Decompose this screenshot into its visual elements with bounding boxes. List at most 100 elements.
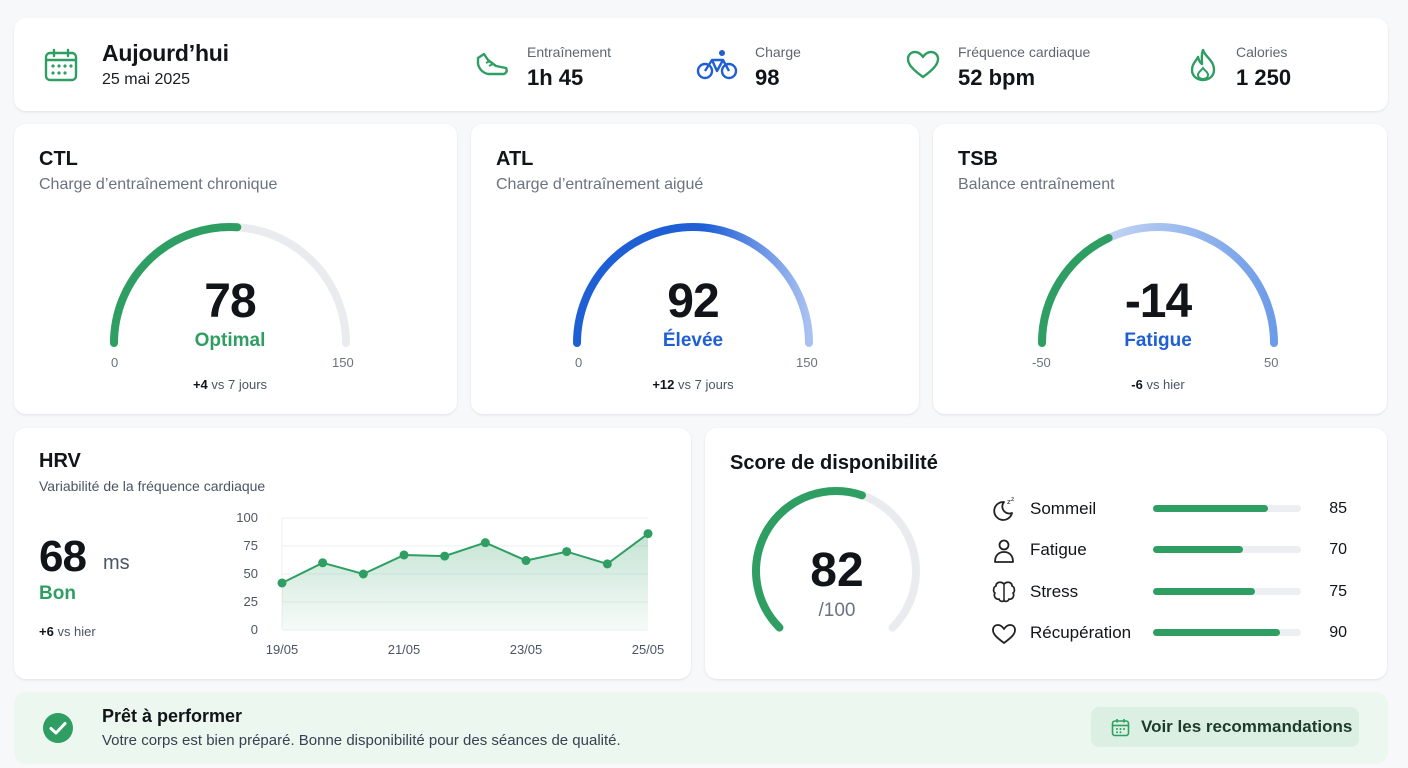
hrv-point (602, 559, 612, 569)
ctl-state: Optimal (194, 330, 266, 351)
readiness-bar-fill-fatigue (1153, 546, 1244, 553)
tsb-min: -50 (1032, 355, 1051, 370)
hrv-area (282, 533, 648, 630)
running-shoe-icon (476, 52, 508, 76)
readiness-value-recovery: 90 (1329, 624, 1347, 641)
readiness-bar-sleep (1153, 505, 1301, 512)
readiness-bar-fill-recovery (1153, 629, 1281, 636)
hrv-point (399, 550, 409, 560)
hrv-point (318, 558, 328, 568)
heart-icon (906, 50, 940, 79)
tsb-state: Fatigue (1124, 330, 1192, 351)
banner-text: Votre corps est bien préparé. Bonne disp… (102, 732, 621, 749)
tsb-subtitle: Balance entraînement (958, 176, 1115, 193)
atl-max: 150 (796, 355, 818, 370)
person-icon (994, 539, 1014, 563)
svg-text:z: z (1011, 496, 1014, 503)
readiness-label-recovery: Récupération (1030, 623, 1132, 642)
tsb-delta: -6 vs hier (1131, 377, 1185, 392)
readiness-gauge-fill (752, 487, 866, 632)
hrv-state: Bon (39, 583, 76, 604)
atl-value: 92 (667, 275, 719, 328)
stat-value-training: 1h 45 (527, 65, 584, 90)
hrv-card: HRV Variabilité de la fréquence cardiaqu… (14, 428, 691, 679)
ctl-delta: +4 vs 7 jours (192, 377, 268, 392)
atl-gauge-fill (573, 223, 813, 347)
heart-outline-icon (992, 624, 1016, 644)
hrv-x-tick: 25/05 (632, 642, 665, 657)
stat-value-heart-rate: 52 bpm (958, 65, 1036, 90)
stat-value-calories: 1 250 (1236, 65, 1292, 90)
readiness-title: Score de disponibilité (730, 452, 938, 474)
readiness-value-stress: 75 (1329, 583, 1347, 600)
hrv-point (643, 529, 653, 539)
ctl-value: 78 (204, 275, 256, 328)
atl-subtitle: Charge d’entraînement aigué (496, 176, 704, 193)
readiness-bar-fill-sleep (1153, 505, 1269, 512)
hrv-y-tick: 75 (244, 538, 258, 553)
calendar-icon (1111, 719, 1130, 737)
readiness-value-sleep: 85 (1329, 500, 1347, 517)
hrv-x-tick: 19/05 (266, 642, 299, 657)
date-title: Aujourd’hui (102, 40, 229, 66)
atl-min: 0 (575, 355, 583, 370)
ctl-max: 150 (332, 355, 354, 370)
atl-card: ATL Charge d’entraînement aigué 92 Élevé… (471, 124, 919, 414)
brain-icon (992, 581, 1016, 603)
readiness-label-sleep: Sommeil (1030, 499, 1097, 518)
banner-title: Prêt à performer (102, 706, 243, 726)
readiness-label-stress: Stress (1030, 582, 1079, 601)
readiness-bar-recovery (1153, 629, 1301, 636)
tsb-gauge (1038, 223, 1278, 347)
tsb-card: TSB Balance entraînement -14 Fatigue -50… (933, 124, 1387, 414)
hrv-line (281, 532, 649, 584)
stat-value-charge: 98 (755, 65, 780, 90)
ctl-card: CTL Charge d’entraînement chronique 78 O… (14, 124, 457, 414)
calendar-icon (44, 48, 78, 82)
hrv-y-tick: 0 (251, 622, 258, 637)
tsb-value: -14 (1124, 275, 1192, 328)
readiness-bar-fill-stress (1153, 588, 1256, 595)
hrv-x-tick: 23/05 (510, 642, 543, 657)
hrv-point (521, 556, 531, 566)
hrv-point (358, 569, 368, 579)
stat-label-charge: Charge (755, 44, 801, 60)
readiness-label-fatigue: Fatigue (1030, 540, 1087, 559)
readiness-banner: Prêt à performer Votre corps est bien pr… (14, 692, 1388, 764)
hrv-point (440, 551, 450, 561)
hrv-y-tick: 25 (244, 594, 258, 609)
tsb-title: TSB (958, 148, 998, 170)
flame-icon (1190, 48, 1216, 82)
svg-text:z: z (1007, 498, 1011, 506)
readiness-value-fatigue: 70 (1329, 541, 1347, 558)
atl-delta: +12 vs 7 jours (652, 377, 734, 392)
hrv-delta: +6 vs hier (39, 624, 96, 639)
date-value: 25 mai 2025 (102, 71, 191, 88)
hrv-title: HRV (39, 450, 81, 472)
ctl-gauge (110, 223, 350, 347)
atl-state: Élevée (662, 330, 724, 351)
tsb-max: 50 (1264, 355, 1279, 370)
stat-label-training: Entraînement (527, 44, 612, 60)
hrv-x-tick: 21/05 (388, 642, 421, 657)
readiness-bar-fatigue (1153, 546, 1301, 553)
ctl-subtitle: Charge d’entraînement chronique (39, 176, 278, 193)
stat-label-heart-rate: Fréquence cardiaque (958, 44, 1091, 60)
ctl-min: 0 (111, 355, 119, 370)
readiness-card: Score de disponibilité 82 /100 z z Somme… (705, 428, 1387, 679)
ctl-gauge-fill (110, 223, 242, 347)
hrv-point (562, 547, 572, 557)
hrv-subtitle: Variabilité de la fréquence cardiaque (39, 478, 266, 494)
tsb-gauge-fill (1038, 234, 1113, 347)
summary-header: Aujourd’hui 25 mai 2025 Entraînement 1h … (14, 18, 1388, 111)
recommendations-button-label: Voir les recommandations (1141, 717, 1353, 736)
ctl-title: CTL (39, 148, 78, 170)
sleep-moon-icon: z z (993, 496, 1014, 521)
readiness-gauge (752, 487, 920, 632)
hrv-point (277, 578, 287, 588)
recommendations-button[interactable]: Voir les recommandations (1091, 707, 1359, 747)
check-circle-icon (43, 713, 73, 743)
hrv-y-tick: 50 (244, 566, 258, 581)
hrv-chart: 100 75 50 25 0 19/05 21/05 23/05 25/05 (236, 510, 665, 657)
readiness-score: 82 (810, 544, 864, 597)
